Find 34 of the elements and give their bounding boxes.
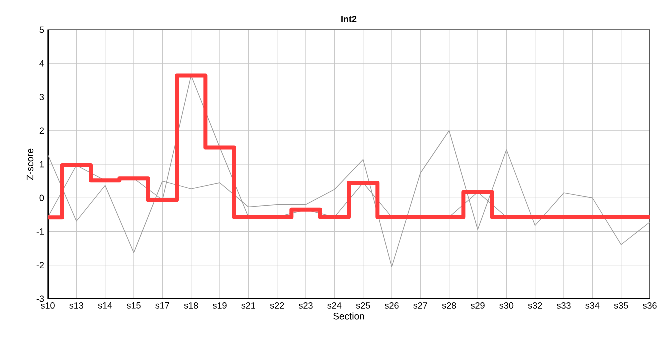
x-tick-label: s23 xyxy=(299,302,313,309)
y-tick-label: 4 xyxy=(40,60,44,67)
x-tick-label: s28 xyxy=(442,302,456,309)
y-tick-label: -3 xyxy=(36,296,44,302)
x-tick-label: s17 xyxy=(156,302,170,309)
x-tick-label: s35 xyxy=(614,302,628,309)
y-tick-label: 5 xyxy=(40,26,44,34)
x-axis-title: Section xyxy=(334,312,364,320)
x-tick-label: s18 xyxy=(184,302,198,309)
x-tick-label: s14 xyxy=(98,302,112,309)
x-tick-label: s24 xyxy=(328,302,342,309)
x-tick-label: s15 xyxy=(127,302,141,309)
x-tick-label: s34 xyxy=(586,302,600,309)
y-axis-title: Z-score xyxy=(26,148,34,180)
y-tick-label: -2 xyxy=(36,262,44,269)
y-tick-label: 2 xyxy=(40,128,44,134)
x-tick-label: s30 xyxy=(500,302,514,309)
x-tick-label: s36 xyxy=(643,302,657,309)
y-tick-label: 3 xyxy=(40,94,44,100)
x-tick-label: s26 xyxy=(385,302,399,309)
y-tick-label: 1 xyxy=(40,161,44,168)
x-tick-label: s29 xyxy=(471,302,485,309)
x-tick-label: s33 xyxy=(557,302,571,309)
x-tick-label: s25 xyxy=(356,302,370,309)
x-tick-label: s19 xyxy=(213,302,227,309)
x-tick-label: s10 xyxy=(41,302,55,309)
y-tick-label: -1 xyxy=(36,228,44,235)
x-tick-label: s13 xyxy=(70,302,84,309)
x-tick-label: s27 xyxy=(414,302,428,309)
chart-title: Int2 xyxy=(342,16,357,22)
x-tick-label: s21 xyxy=(242,302,256,309)
x-tick-label: s32 xyxy=(528,302,542,309)
x-tick-label: s22 xyxy=(270,302,284,309)
y-tick-label: 0 xyxy=(40,194,44,202)
